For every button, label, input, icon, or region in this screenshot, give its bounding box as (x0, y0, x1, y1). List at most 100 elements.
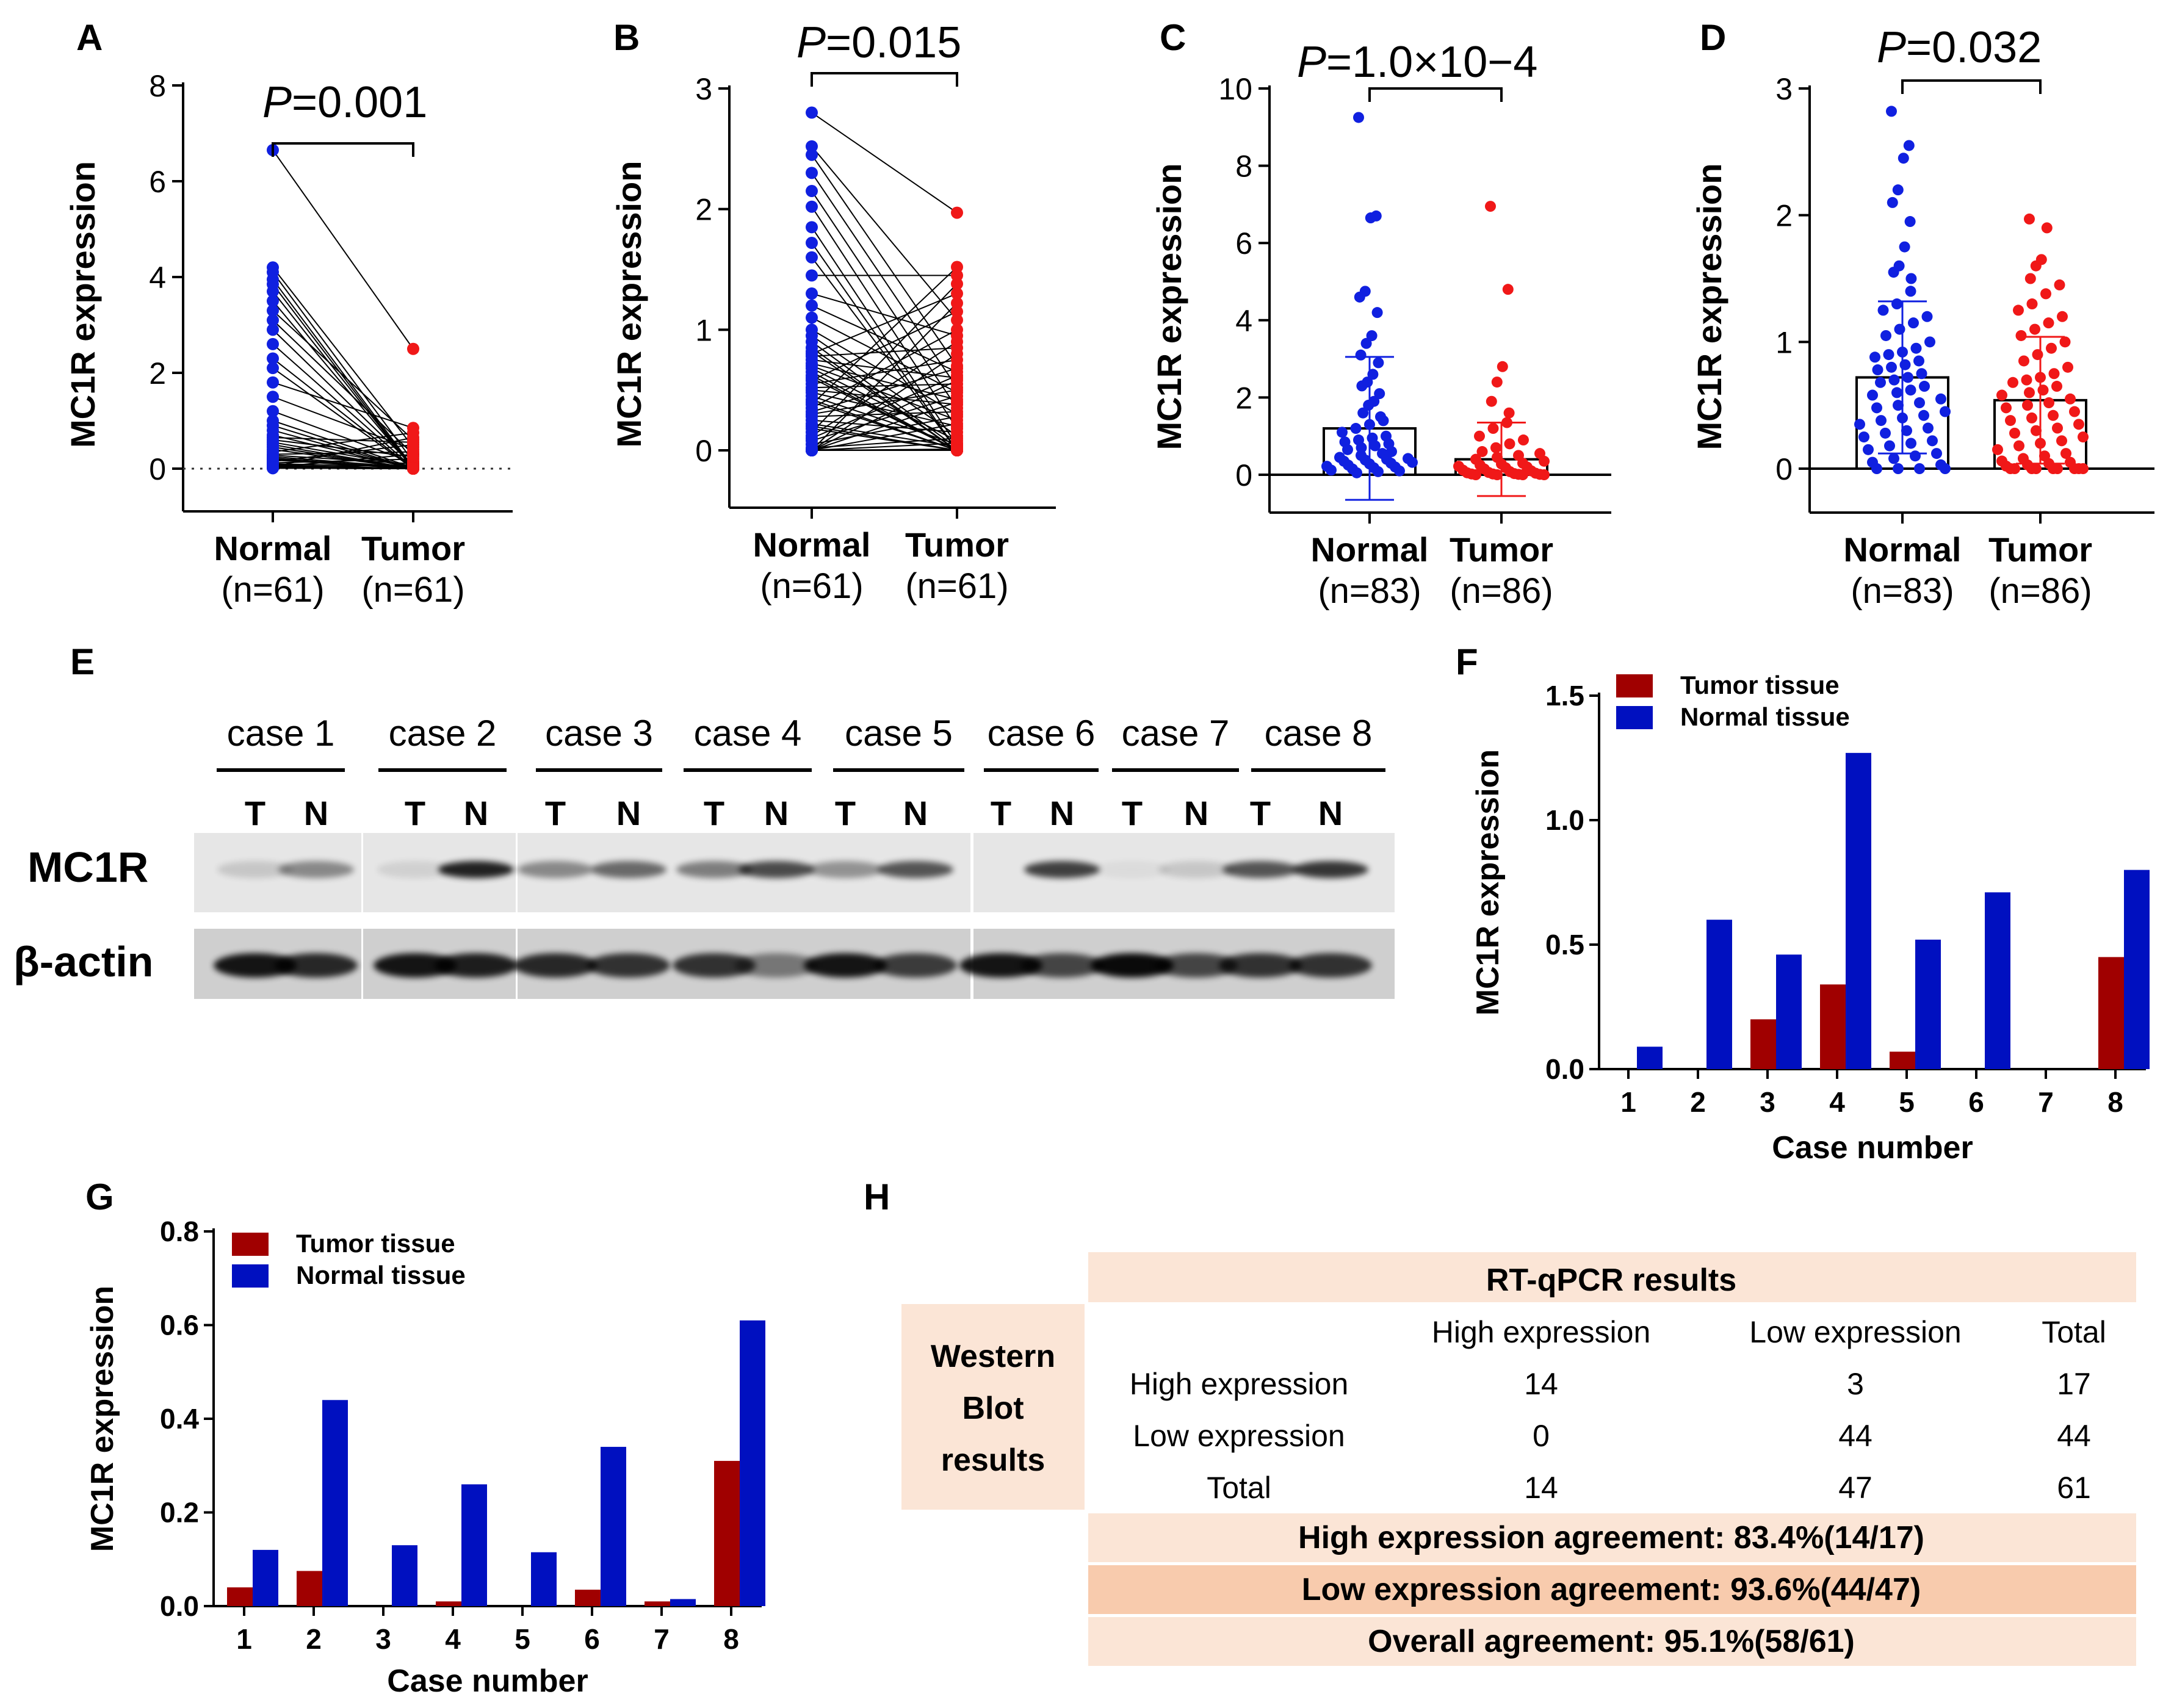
case-label: case 4 (694, 713, 802, 754)
case-label: case 6 (988, 713, 1096, 754)
normal-point (1927, 435, 1938, 447)
normal-point (267, 304, 279, 317)
normal-point (1854, 419, 1865, 430)
normal-point (1357, 407, 1369, 419)
normal-point (1940, 406, 1951, 417)
y-axis-label: MC1R expression (85, 1286, 120, 1552)
normal-point (1365, 212, 1376, 224)
bar-tumor-case-8 (2098, 957, 2124, 1069)
normal-point (1360, 337, 1372, 349)
significance-bracket (272, 142, 414, 157)
band-actin (275, 953, 358, 978)
x-tick-label: 4 (445, 1623, 461, 1655)
normal-point (806, 287, 818, 300)
tumor-point (1503, 407, 1515, 419)
normal-point (267, 314, 279, 326)
bar-normal-case-5 (531, 1552, 557, 1606)
tumor-point (2056, 435, 2067, 447)
tumor-point (2078, 431, 2089, 443)
table-cell: 14 (1524, 1367, 1558, 1401)
normal-point (1871, 463, 1882, 474)
pair-line (272, 300, 414, 469)
tumor-point (951, 278, 963, 290)
tumor-point (951, 287, 963, 300)
table-cell: 3 (1847, 1367, 1864, 1401)
x-tick-label: 1 (1620, 1086, 1636, 1118)
y-tick-label: 2 (1775, 199, 1793, 233)
y-tick-label: 0.2 (160, 1497, 199, 1529)
bar-normal-case-5 (1915, 939, 1941, 1069)
normal-point (806, 106, 818, 119)
normal-point (267, 405, 279, 417)
panel-F: 0.0 0.5 1.0 1.5 1 2 3 4 5 6 7 8 Case number MC1R expr… (1470, 671, 2150, 1166)
normal-point (1354, 291, 1365, 303)
pair-line (811, 383, 958, 389)
tumor-point (1485, 201, 1496, 212)
pair-line (811, 311, 958, 381)
lane-label-N: N (764, 794, 789, 832)
band-mc1r (438, 861, 514, 878)
y-tick-label: 0.4 (160, 1403, 199, 1435)
normal-point (1904, 216, 1916, 228)
band-actin (1289, 953, 1372, 978)
tumor-point (1474, 430, 1485, 442)
normal-point (1356, 380, 1368, 392)
pair-line (272, 150, 414, 350)
normal-point (1891, 387, 1902, 398)
panel-C: 0 2 4 6 8 10 MC1R expression Normal(n=83) Tumor(… (1150, 38, 1611, 611)
bar-tumor-case-6 (575, 1590, 601, 1606)
table-group-header-bg (1088, 1252, 2136, 1302)
panel-label-H: H (864, 1177, 890, 1217)
bar-normal-case-8 (740, 1320, 765, 1606)
bar-normal-case-3 (392, 1545, 417, 1606)
tumor-point (2024, 213, 2035, 225)
bar-normal-case-2 (322, 1400, 348, 1606)
normal-point (1366, 330, 1378, 342)
x-tick-label: 7 (654, 1623, 670, 1655)
normal-point (806, 140, 818, 153)
tumor-point (2048, 409, 2059, 421)
panel-label-B: B (613, 17, 640, 58)
tumor-point (407, 463, 419, 475)
group-label: Normal (1311, 530, 1429, 569)
y-tick-label: 0.8 (160, 1216, 199, 1247)
normal-point (1913, 355, 1924, 367)
p-value-label: P=0.015 (796, 18, 961, 67)
y-tick-label: 4 (1235, 304, 1252, 338)
normal-point (1880, 330, 1891, 341)
band-mc1r (591, 861, 666, 878)
normal-point (806, 251, 818, 264)
pair-line (811, 365, 958, 421)
tumor-point (2073, 419, 2084, 430)
y-tick-label: 0.0 (160, 1590, 199, 1622)
group-label: Tumor (1988, 530, 2092, 569)
normal-point (1884, 440, 1895, 452)
pair-line (272, 319, 414, 455)
normal-point (1407, 456, 1418, 468)
normal-point (1342, 444, 1353, 455)
tumor-point (1487, 423, 1499, 434)
table-cell: 0 (1533, 1419, 1550, 1453)
pair-line (272, 467, 414, 469)
legend-label-tumor: Tumor tissue (296, 1229, 455, 1258)
tumor-point (951, 261, 963, 273)
normal-point (1914, 463, 1925, 474)
y-tick-label: 6 (1235, 226, 1252, 261)
tumor-point (1490, 442, 1501, 453)
y-tick-label: 1 (1775, 325, 1793, 359)
tumor-point (2052, 463, 2063, 474)
normal-point (267, 391, 279, 403)
pair-line (811, 359, 958, 385)
normal-point (1378, 415, 1389, 427)
tumor-point (2026, 298, 2038, 310)
normal-point (806, 200, 818, 213)
normal-point (1921, 311, 1933, 322)
normal-point (806, 269, 818, 282)
tumor-point (2051, 381, 2062, 392)
bar-normal-case-3 (1776, 954, 1802, 1069)
band-actin (587, 953, 670, 978)
significance-bracket (811, 72, 958, 87)
tumor-point (2054, 279, 2065, 290)
normal-point (267, 323, 279, 336)
